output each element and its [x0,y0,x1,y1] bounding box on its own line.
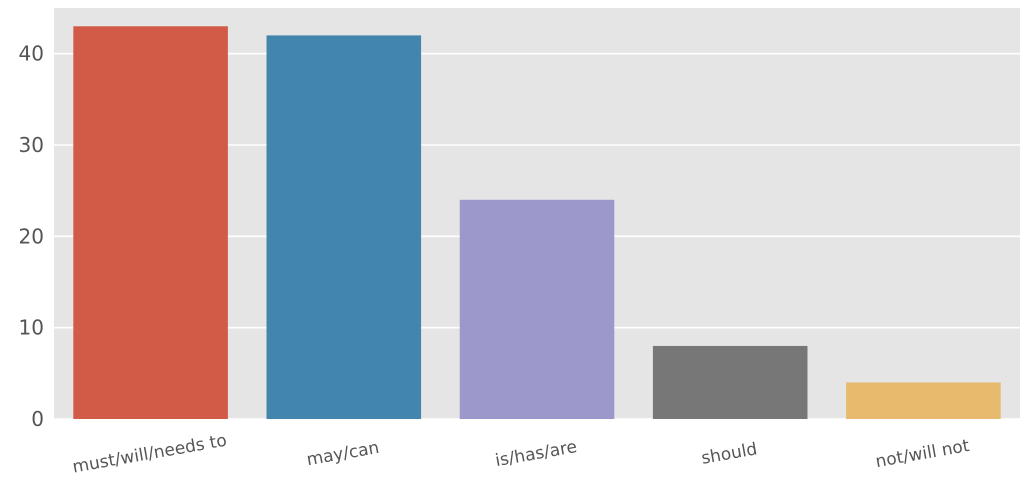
y-tick-label: 40 [19,42,44,66]
y-tick-label: 10 [19,316,44,340]
y-tick-label: 20 [19,224,44,248]
bar-may-can [266,35,422,420]
y-tick-label: 30 [19,133,44,157]
bar-should [652,345,808,419]
x-tick-label: not/will not [874,436,971,472]
bar-not-will-not [846,382,1001,419]
x-tick-label: may/can [305,438,381,470]
bars [73,26,1001,420]
bar-must-will-needs-to [73,26,228,420]
y-tick-label: 0 [31,407,44,431]
x-tick-label: must/will/needs to [71,431,228,478]
y-axis-ticks: 0 10 20 30 40 [19,42,44,431]
x-tick-label: should [700,439,759,468]
x-tick-label: is/has/are [494,437,579,471]
x-axis-ticks: must/will/needs to may/can is/has/are shoul… [71,431,971,478]
bar-is-has-are [459,199,615,419]
